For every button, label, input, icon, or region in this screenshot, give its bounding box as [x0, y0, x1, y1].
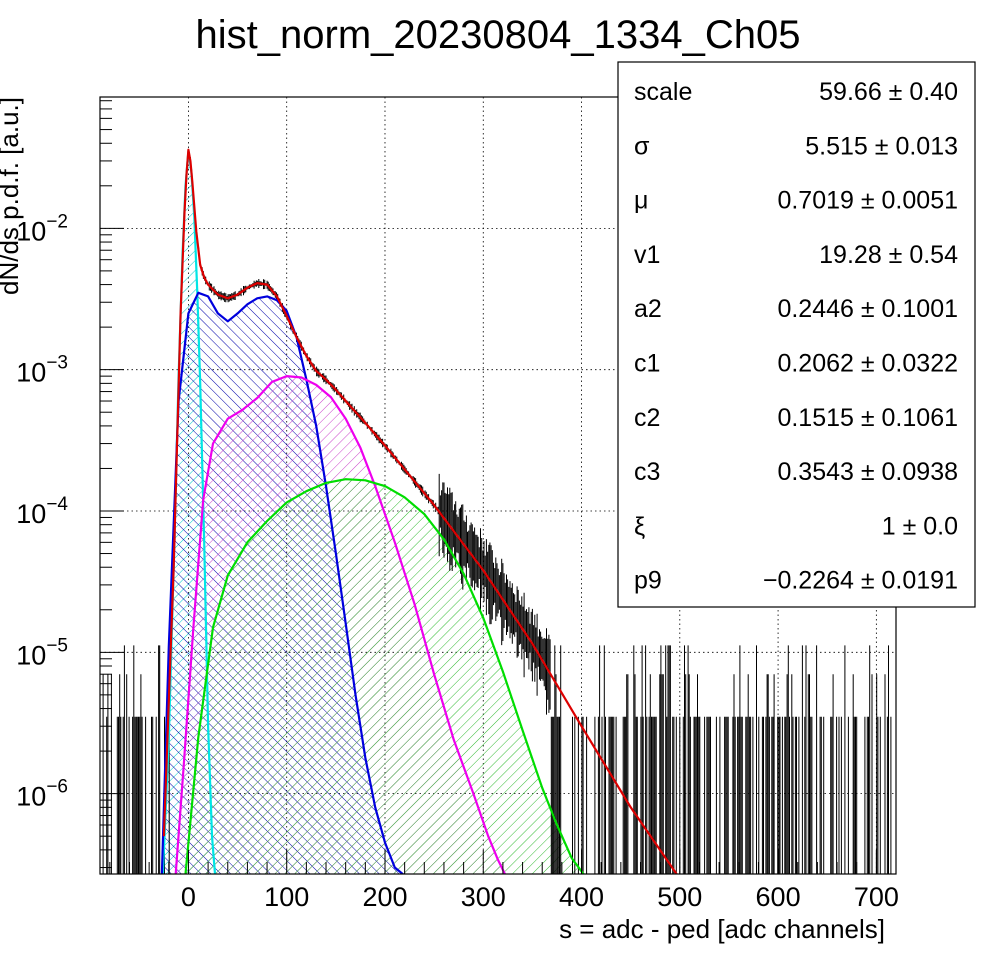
- stat-param-value: 1 ± 0.0: [882, 512, 958, 540]
- stat-param-value: 19.28 ± 0.54: [819, 241, 958, 269]
- fit-statistics-box: scale 59.66 ± 0.40 σ 5.515 ± 0.013 μ 0.7019 ±…: [617, 61, 976, 608]
- y-tick-label: 10−4: [16, 494, 68, 529]
- chart-title: hist_norm_20230804_1334_Ch05: [196, 13, 801, 57]
- x-tick-label: 200: [362, 882, 407, 912]
- stat-param-name: ξ: [634, 512, 645, 540]
- stat-param-name: v1: [634, 241, 660, 269]
- y-axis: 10−6 10−5 10−4 10−3 10−2: [16, 100, 124, 869]
- stat-param-value: −0.2264 ± 0.0191: [763, 567, 958, 595]
- y-axis-label: dN/ds p.d.f. [a.u.]: [0, 97, 24, 295]
- x-axis-label: s = adc - ped [adc channels]: [559, 914, 885, 944]
- x-tick-label: 500: [657, 882, 702, 912]
- y-tick-label: 10−2: [16, 211, 68, 246]
- y-tick-label: 10−6: [16, 777, 68, 812]
- triple-pe-fill: [185, 479, 584, 874]
- x-tick-label: 100: [264, 882, 309, 912]
- stat-param-value: 5.515 ± 0.013: [805, 132, 958, 160]
- stat-param-value: 59.66 ± 0.40: [819, 78, 958, 106]
- x-tick-label: 600: [756, 882, 801, 912]
- triple-pe-fit-curve: [184, 478, 585, 874]
- stat-param-value: 0.7019 ± 0.0051: [777, 187, 958, 215]
- x-tick-label: 400: [559, 882, 604, 912]
- stat-param-name: c1: [634, 350, 660, 378]
- fit-curves: [160, 148, 678, 874]
- x-tick-label: 300: [461, 882, 506, 912]
- x-tick-label: 700: [854, 882, 899, 912]
- double-pe-fit-curve: [174, 375, 506, 874]
- stat-param-value: 0.2062 ± 0.0322: [777, 350, 958, 378]
- y-tick-label: 10−3: [16, 353, 68, 388]
- stat-param-value: 0.2446 ± 0.1001: [777, 295, 958, 323]
- stat-param-name: σ: [634, 132, 650, 160]
- stat-param-name: p9: [634, 567, 662, 595]
- x-tick-label: 0: [181, 882, 196, 912]
- stat-param-value: 0.1515 ± 0.1061: [777, 404, 958, 432]
- stat-param-name: μ: [634, 187, 648, 215]
- stat-param-name: c3: [634, 458, 660, 486]
- y-tick-label: 10−5: [16, 635, 68, 670]
- stat-param-name: scale: [634, 78, 692, 106]
- component-fill-areas: [161, 151, 584, 874]
- stat-param-value: 0.3543 ± 0.0938: [777, 458, 958, 486]
- stat-param-name: c2: [634, 404, 660, 432]
- total-fit-curve: [162, 148, 678, 874]
- x-axis: 0 100 200 300 400 500 600 700: [109, 850, 899, 912]
- stat-param-name: a2: [634, 295, 662, 323]
- stats-box-frame: [617, 61, 976, 608]
